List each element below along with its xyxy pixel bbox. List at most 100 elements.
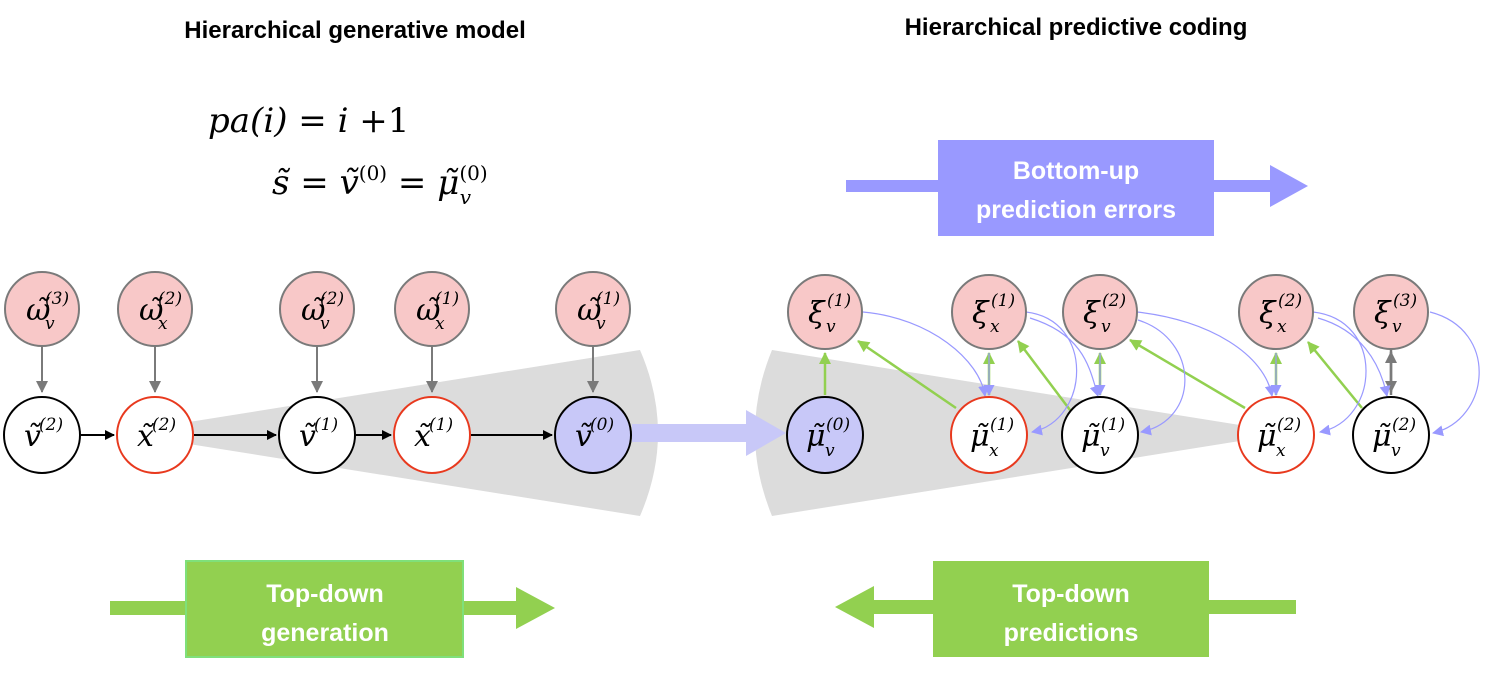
- svg-text:v: v: [1392, 317, 1402, 337]
- observation-link-arrow: [632, 410, 786, 456]
- bottom-up-arrowhead: [1270, 165, 1308, 207]
- svg-text:x: x: [990, 317, 1000, 337]
- right-error-nodes: ξ (1) v ξ (1) x ξ (2) v ξ (2) x ξ (3) v: [787, 274, 1429, 350]
- svg-text:(1): (1): [1101, 415, 1125, 435]
- svg-text:μ̃: μ̃: [806, 419, 826, 454]
- predictions-arrowhead: [835, 586, 874, 628]
- svg-text:μ̃: μ̃: [970, 419, 990, 454]
- noise-node-omega-v3: ω̃ (3) v: [4, 271, 80, 347]
- top-down-generation-banner: Top-down generation: [110, 560, 555, 658]
- noise-node-omega-v1: ω̃ (1) v: [555, 271, 631, 347]
- predictions-label-line2: predictions: [1004, 619, 1139, 647]
- state-node-v1: ṽ (1): [278, 396, 356, 474]
- svg-text:v: v: [1101, 317, 1111, 337]
- svg-text:pa(i) = i +1: pa(i) = i +1: [208, 101, 409, 141]
- svg-text:(1): (1): [314, 415, 338, 435]
- svg-text:x̃: x̃: [137, 419, 155, 454]
- svg-text:v: v: [596, 314, 606, 334]
- svg-text:(0): (0): [590, 415, 614, 435]
- svg-text:(2): (2): [1278, 291, 1302, 311]
- state-node-x1: x̃ (1): [393, 396, 471, 474]
- expectation-node-mu-x2: μ̃ (2) x: [1237, 396, 1315, 474]
- svg-text:(2): (2): [152, 415, 176, 435]
- noise-node-omega-x1: ω̃ (1) x: [394, 271, 470, 347]
- right-panel-title: Hierarchical predictive coding: [905, 14, 1248, 41]
- svg-text:ξ: ξ: [1083, 296, 1101, 331]
- left-state-nodes: ṽ (2) x̃ (2) ṽ (1) x̃ (1) ṽ (0): [3, 396, 632, 474]
- svg-text:v: v: [320, 314, 330, 334]
- svg-text:x̃: x̃: [414, 419, 432, 454]
- svg-text:(1): (1): [429, 415, 453, 435]
- generation-label-line1: Top-down: [266, 580, 384, 608]
- svg-text:ṽ: ṽ: [299, 419, 316, 454]
- svg-text:v: v: [45, 314, 55, 334]
- svg-text:(1): (1): [435, 289, 459, 309]
- svg-text:(1): (1): [596, 289, 620, 309]
- svg-text:v: v: [825, 441, 835, 461]
- svg-text:μ̃: μ̃: [1257, 419, 1277, 454]
- state-node-v2: ṽ (2): [3, 396, 81, 474]
- equation-sensory: s̃ = ṽ(0) = μ̃(0) v: [272, 161, 488, 209]
- svg-text:v: v: [826, 317, 836, 337]
- top-down-predictions-banner: Top-down predictions: [835, 561, 1296, 657]
- noise-node-omega-v2: ω̃ (2) v: [279, 271, 355, 347]
- svg-text:(2): (2): [1277, 415, 1301, 435]
- svg-text:(1): (1): [991, 291, 1015, 311]
- state-node-x2: x̃ (2): [116, 396, 194, 474]
- svg-text:v: v: [1391, 441, 1401, 461]
- expectation-node-mu-v1: μ̃ (1) v: [1061, 396, 1139, 474]
- error-node-xi-x1: ξ (1) x: [951, 274, 1027, 350]
- svg-text:ξ: ξ: [1374, 296, 1392, 331]
- svg-text:μ̃: μ̃: [1081, 419, 1101, 454]
- svg-text:ω̃: ω̃: [416, 293, 440, 328]
- svg-text:(2): (2): [158, 289, 182, 309]
- svg-text:ξ: ξ: [1259, 296, 1277, 331]
- svg-text:ξ: ξ: [972, 296, 990, 331]
- bottom-up-label-line2: prediction errors: [976, 196, 1176, 224]
- bottom-up-banner: Bottom-up prediction errors: [846, 140, 1308, 236]
- svg-text:ω̃: ω̃: [577, 293, 601, 328]
- noise-node-omega-x2: ω̃ (2) x: [117, 271, 193, 347]
- expectation-node-mu-v0: μ̃ (0) v: [786, 396, 864, 474]
- svg-text:(0): (0): [826, 415, 850, 435]
- generation-arrowhead: [516, 587, 555, 629]
- equation-parent: pa(i) = i +1: [208, 101, 409, 141]
- svg-text:(2): (2): [1392, 415, 1416, 435]
- svg-text:(1): (1): [827, 291, 851, 311]
- svg-text:(2): (2): [1102, 291, 1126, 311]
- generation-label-line2: generation: [261, 619, 389, 647]
- left-edges: [36, 346, 599, 440]
- bottom-up-label-line1: Bottom-up: [1013, 157, 1139, 185]
- svg-text:x: x: [1276, 441, 1286, 461]
- svg-text:x: x: [1277, 317, 1287, 337]
- predictions-label-line1: Top-down: [1012, 580, 1130, 608]
- svg-text:x: x: [158, 314, 168, 334]
- observed-node-v0: ṽ (0): [554, 396, 632, 474]
- error-node-xi-v2: ξ (2) v: [1062, 274, 1138, 350]
- svg-text:ṽ: ṽ: [575, 419, 592, 454]
- svg-text:(2): (2): [320, 289, 344, 309]
- error-node-xi-x2: ξ (2) x: [1238, 274, 1314, 350]
- svg-text:ω̃: ω̃: [139, 293, 163, 328]
- svg-text:μ̃: μ̃: [1372, 419, 1392, 454]
- left-noise-nodes: ω̃ (3) v ω̃ (2) x ω̃ (2) v ω̃ (1) x ω̃ (…: [4, 271, 631, 347]
- error-node-xi-v1: ξ (1) v: [787, 274, 863, 350]
- svg-text:v: v: [1100, 441, 1110, 461]
- right-expectation-nodes: μ̃ (0) v μ̃ (1) x μ̃ (1) v μ̃ (2) x μ̃ (…: [786, 396, 1430, 474]
- svg-text:(2): (2): [39, 415, 63, 435]
- svg-text:ω̃: ω̃: [301, 293, 325, 328]
- error-node-xi-v3: ξ (3) v: [1353, 274, 1429, 350]
- svg-text:x: x: [435, 314, 445, 334]
- svg-text:(3): (3): [1393, 291, 1417, 311]
- left-panel-title: Hierarchical generative model: [184, 17, 525, 44]
- svg-text:ω̃: ω̃: [26, 293, 50, 328]
- svg-text:ξ: ξ: [808, 296, 826, 331]
- svg-text:(3): (3): [45, 289, 69, 309]
- svg-text:x: x: [989, 441, 999, 461]
- expectation-node-mu-v2: μ̃ (2) v: [1352, 396, 1430, 474]
- svg-text:s̃ = ṽ(0) = μ̃(0)v: s̃ = ṽ(0) = μ̃(0) v: [272, 161, 488, 209]
- svg-text:(1): (1): [990, 415, 1014, 435]
- svg-text:ṽ: ṽ: [24, 419, 41, 454]
